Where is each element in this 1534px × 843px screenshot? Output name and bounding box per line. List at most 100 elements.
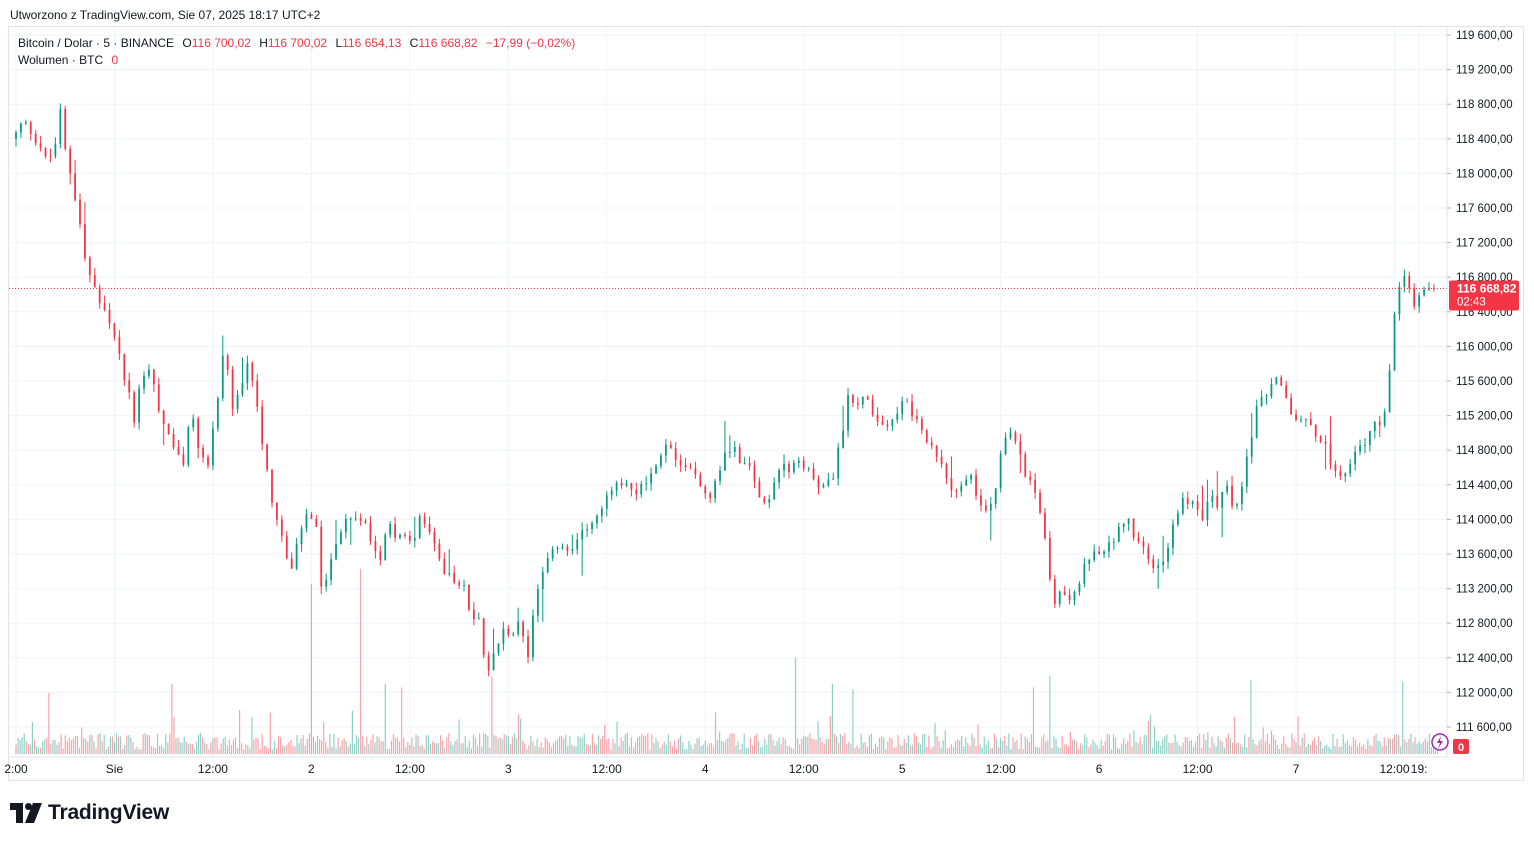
volume-bar: [1346, 740, 1348, 754]
candle: [113, 323, 116, 337]
time-tick-label: 12:00: [198, 762, 228, 776]
volume-bar: [1047, 739, 1049, 754]
volume-bar: [1008, 733, 1010, 754]
candle: [1058, 591, 1061, 604]
volume-bar: [532, 741, 534, 754]
price-tick-label: 114 400,00: [1456, 480, 1513, 492]
volume-bar: [764, 738, 766, 754]
candle: [832, 478, 835, 480]
volume-bar: [171, 683, 173, 754]
volume-bar: [483, 733, 485, 754]
volume-bar: [1303, 733, 1305, 754]
volume-bar: [1379, 741, 1381, 754]
volume-bar: [29, 744, 31, 754]
candle: [231, 369, 234, 410]
volume-bar: [134, 748, 136, 754]
candle: [536, 589, 539, 616]
volume-bar: [99, 733, 101, 754]
volume-bar: [848, 742, 850, 754]
volume-bar: [858, 748, 860, 754]
candle: [1368, 431, 1371, 446]
legend-open-label: O: [182, 36, 192, 50]
candle: [1206, 501, 1209, 520]
volume-bar: [280, 737, 282, 754]
volume-bar: [901, 745, 903, 754]
volume-bar: [103, 734, 105, 754]
volume-bar: [714, 712, 717, 754]
volume-bar: [1289, 747, 1291, 754]
volume-bar: [1430, 747, 1433, 754]
volume-bar: [844, 733, 846, 754]
volume-bar: [1412, 742, 1414, 754]
volume-bar: [109, 736, 111, 754]
volume-bar: [597, 735, 600, 754]
volume-bar: [741, 743, 743, 754]
volume-bar: [548, 742, 550, 754]
candle: [285, 535, 288, 559]
volume-bar: [1100, 739, 1102, 754]
volume-bar: [604, 724, 606, 754]
volume-bar: [1205, 739, 1207, 754]
tradingview-logo[interactable]: TradingView: [10, 800, 169, 826]
volume-bar: [1428, 733, 1430, 754]
volume-bar: [675, 749, 678, 754]
candle: [1063, 591, 1066, 596]
volume-bar: [1123, 738, 1125, 754]
volume-bar: [823, 743, 825, 754]
volume-bar: [386, 748, 388, 754]
volume-bar: [394, 738, 397, 754]
candle: [1122, 523, 1125, 527]
volume-bar: [571, 744, 573, 754]
legend-volume-label[interactable]: Wolumen · BTC: [18, 53, 104, 67]
volume-bar: [614, 743, 616, 754]
price-tick-label: 118 000,00: [1456, 168, 1513, 180]
candle: [320, 526, 323, 587]
candle: [93, 275, 96, 288]
candle: [635, 489, 638, 495]
candle: [1142, 541, 1145, 548]
candle: [182, 454, 185, 465]
volume-bar: [663, 741, 665, 754]
volume-bar: [671, 746, 674, 754]
volume-bar: [1006, 745, 1008, 754]
candle: [477, 618, 480, 620]
volume-bar: [630, 736, 633, 754]
candle: [1314, 424, 1317, 437]
candle: [1226, 485, 1229, 493]
candle: [930, 442, 933, 446]
candle: [773, 482, 776, 500]
candle: [1108, 542, 1110, 552]
volume-bar: [829, 715, 831, 754]
legend-symbol[interactable]: Bitcoin / Dolar · 5 · BINANCE: [18, 36, 175, 50]
volume-bar: [833, 733, 836, 754]
volume-bar: [694, 743, 696, 754]
candle: [364, 520, 367, 523]
volume-bar: [979, 744, 981, 754]
volume-bar: [1078, 748, 1080, 754]
volume-bar: [411, 737, 413, 754]
volume-bar: [682, 742, 684, 754]
volume-bar: [105, 749, 107, 754]
volume-bar: [401, 687, 403, 754]
volume-bar: [1254, 744, 1256, 754]
volume-bar: [1227, 733, 1229, 754]
volume-bar: [1238, 742, 1240, 754]
volume-bar: [932, 746, 934, 754]
volume-bar: [575, 746, 577, 754]
volume-bar: [1219, 739, 1221, 754]
volume-bar: [655, 738, 657, 754]
time-tick-label: 3: [505, 762, 512, 776]
legend-open-value: 116 700,02: [191, 36, 251, 50]
volume-bar: [942, 740, 944, 754]
volume-bar: [1207, 732, 1209, 754]
volume-bar: [1160, 745, 1162, 754]
volume-bar: [876, 746, 879, 754]
volume-bar: [967, 742, 969, 754]
candle: [236, 394, 239, 410]
candle: [955, 490, 958, 492]
volume-bar: [286, 744, 288, 754]
volume-bar: [200, 732, 202, 754]
volume-bar: [253, 739, 255, 754]
candle: [428, 524, 431, 532]
